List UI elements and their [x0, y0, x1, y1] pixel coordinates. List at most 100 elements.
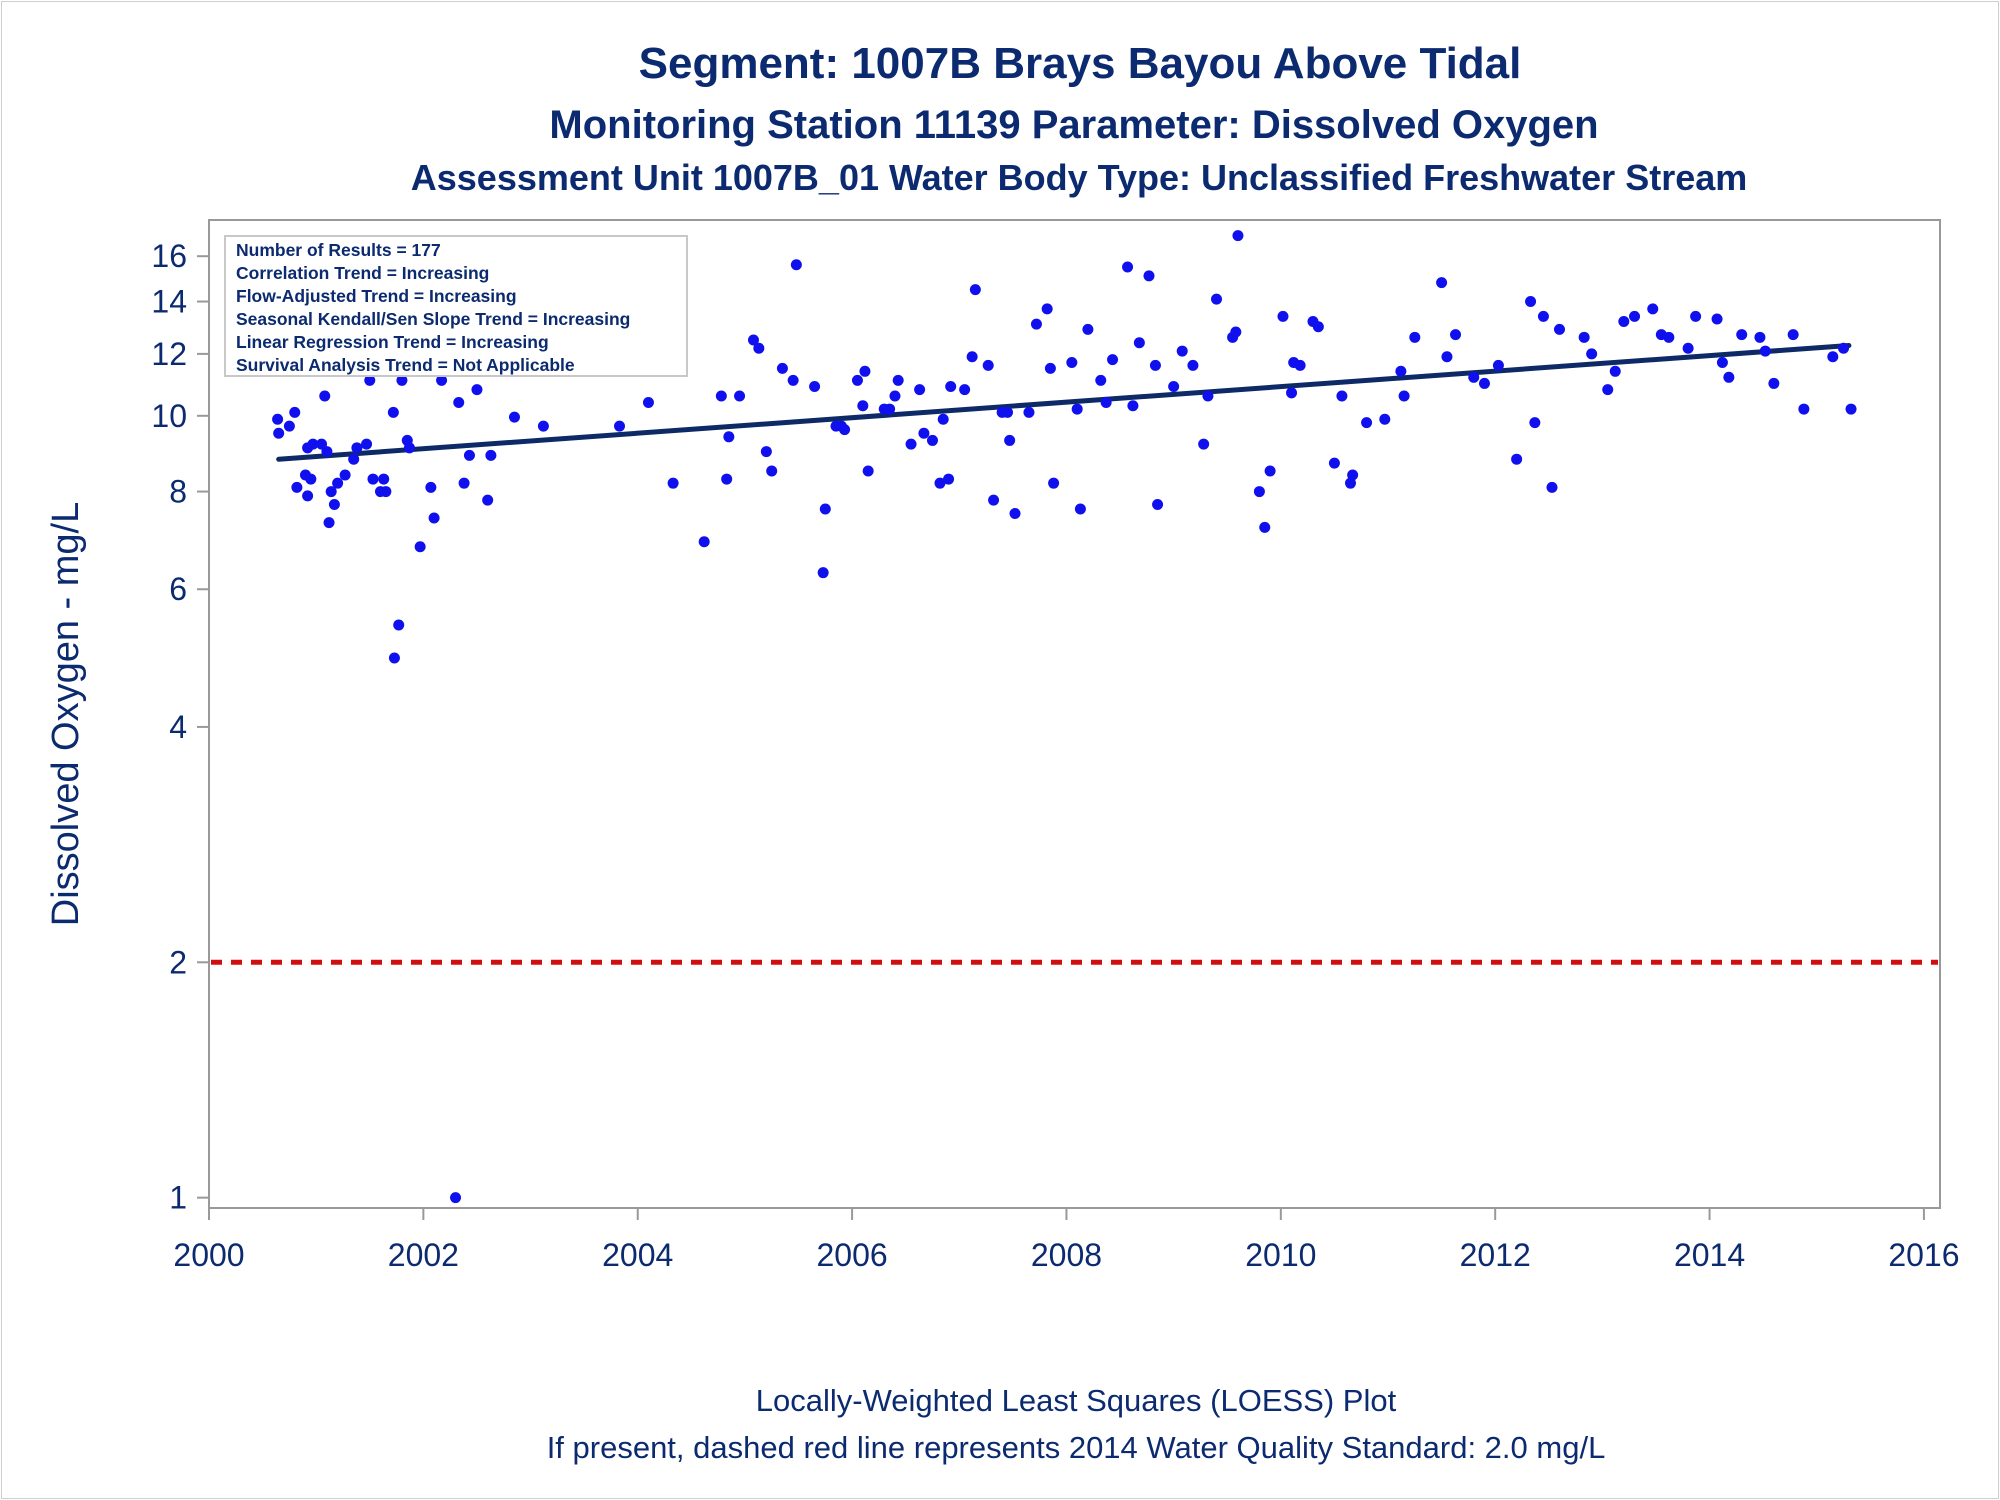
data-point [1525, 296, 1537, 308]
y-tick-label: 1 [169, 1180, 187, 1216]
data-point [1690, 310, 1702, 322]
data-point [393, 619, 405, 631]
data-point [1682, 342, 1694, 354]
data-point [1149, 359, 1161, 371]
y-tick-label: 16 [151, 238, 187, 274]
data-point [776, 362, 788, 374]
data-point [325, 486, 337, 498]
data-point [1379, 413, 1391, 425]
x-tick-label: 2012 [1460, 1237, 1531, 1273]
data-point [1259, 521, 1271, 533]
data-point [1647, 303, 1659, 315]
data-point [1198, 438, 1210, 450]
data-point [934, 477, 946, 489]
data-point [1798, 403, 1810, 415]
data-point [1211, 293, 1223, 305]
data-point [450, 1192, 462, 1204]
data-point [351, 442, 363, 454]
data-point [436, 374, 448, 386]
data-point [1546, 481, 1558, 493]
data-point [537, 420, 549, 432]
data-point [1294, 359, 1306, 371]
x-tick-label: 2010 [1245, 1237, 1316, 1273]
data-point [1716, 356, 1728, 368]
data-point [809, 381, 821, 393]
data-point [1082, 323, 1094, 335]
x-tick-label: 2016 [1888, 1237, 1959, 1273]
data-point [319, 390, 331, 402]
data-point [367, 473, 379, 485]
data-point [766, 465, 778, 477]
data-point [1629, 310, 1641, 322]
data-point [273, 427, 285, 439]
y-tick-label: 4 [169, 709, 187, 745]
data-point [1554, 323, 1566, 335]
data-point [1152, 499, 1164, 511]
data-point [1066, 356, 1078, 368]
data-point [1187, 359, 1199, 371]
footnote-standard: If present, dashed red line represents 2… [547, 1430, 1606, 1465]
data-point [1074, 503, 1086, 515]
chart-title: Segment: 1007B Brays Bayou Above Tidal [639, 39, 1522, 88]
data-point [966, 351, 978, 363]
data-point [862, 465, 874, 477]
data-point [302, 490, 314, 502]
data-point [884, 403, 896, 415]
data-point [753, 342, 765, 354]
data-point [1336, 390, 1348, 402]
data-point [458, 477, 470, 489]
data-point [1312, 321, 1324, 333]
data-point [305, 473, 317, 485]
trend-line [276, 343, 1852, 462]
data-point [1009, 507, 1021, 519]
data-point [1100, 396, 1112, 408]
data-point [463, 449, 475, 461]
data-point [1492, 359, 1504, 371]
x-tick-label: 2004 [602, 1237, 673, 1273]
inset-linear-regression-trend: Linear Regression Trend = Increasing [236, 332, 549, 352]
data-point [428, 512, 440, 524]
data-point [1529, 417, 1541, 429]
data-point [1711, 313, 1723, 325]
chart-subtitle-station: Monitoring Station 11139 Parameter: Diss… [549, 103, 1598, 147]
data-point [321, 446, 333, 458]
data-point [453, 396, 465, 408]
x-tick-label: 2008 [1031, 1237, 1102, 1273]
data-point [1044, 362, 1056, 374]
data-point [1468, 371, 1480, 383]
data-point [1398, 390, 1410, 402]
data-point [642, 396, 654, 408]
chart-subtitle-assessment: Assessment Unit 1007B_01 Water Body Type… [411, 157, 1748, 198]
data-point [1232, 230, 1244, 242]
data-point [851, 374, 863, 386]
data-point [1202, 390, 1214, 402]
plot-area [208, 219, 1941, 1209]
data-point [348, 453, 360, 465]
data-point [889, 390, 901, 402]
data-point [1004, 434, 1016, 446]
data-point [1723, 371, 1735, 383]
data-point [1586, 348, 1598, 360]
data-point [1328, 457, 1340, 469]
y-tick-label: 2 [169, 944, 187, 980]
data-point [328, 499, 340, 511]
data-point [1827, 351, 1839, 363]
y-tick-label: 12 [151, 336, 187, 372]
statistics-inset: Number of Results = 177 Correlation Tren… [224, 235, 688, 377]
data-point [1095, 374, 1107, 386]
data-point [1041, 303, 1053, 315]
inset-number-of-results: Number of Results = 177 [236, 240, 441, 260]
data-point [1441, 351, 1453, 363]
data-point [1168, 381, 1180, 393]
data-point [1030, 318, 1042, 330]
data-point [378, 473, 390, 485]
data-point [1609, 365, 1621, 377]
data-point [1436, 277, 1448, 289]
data-point [291, 481, 303, 493]
data-point [1023, 406, 1035, 418]
x-tick-label: 2000 [173, 1237, 244, 1273]
data-point [926, 434, 938, 446]
data-point [1537, 310, 1549, 322]
data-point [1759, 345, 1771, 357]
